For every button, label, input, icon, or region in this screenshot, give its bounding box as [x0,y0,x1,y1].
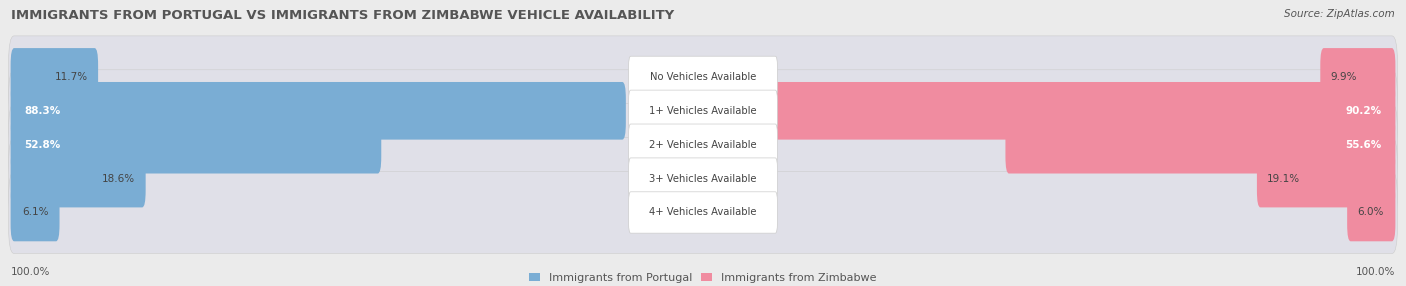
FancyBboxPatch shape [8,36,1398,118]
Text: 2+ Vehicles Available: 2+ Vehicles Available [650,140,756,150]
FancyBboxPatch shape [11,82,626,140]
Text: 100.0%: 100.0% [11,267,51,277]
FancyBboxPatch shape [628,192,778,233]
FancyBboxPatch shape [628,56,778,98]
FancyBboxPatch shape [8,172,1398,253]
Text: 100.0%: 100.0% [1355,267,1395,277]
FancyBboxPatch shape [1320,48,1395,106]
FancyBboxPatch shape [8,70,1398,152]
Text: 3+ Vehicles Available: 3+ Vehicles Available [650,174,756,184]
FancyBboxPatch shape [8,138,1398,220]
Text: 88.3%: 88.3% [24,106,60,116]
FancyBboxPatch shape [11,48,98,106]
Text: 6.0%: 6.0% [1358,207,1384,217]
FancyBboxPatch shape [11,184,59,241]
Text: 4+ Vehicles Available: 4+ Vehicles Available [650,207,756,217]
Text: No Vehicles Available: No Vehicles Available [650,72,756,82]
FancyBboxPatch shape [1347,184,1395,241]
Text: 52.8%: 52.8% [24,140,60,150]
Text: 19.1%: 19.1% [1267,174,1301,184]
FancyBboxPatch shape [768,82,1395,140]
Text: IMMIGRANTS FROM PORTUGAL VS IMMIGRANTS FROM ZIMBABWE VEHICLE AVAILABILITY: IMMIGRANTS FROM PORTUGAL VS IMMIGRANTS F… [11,9,675,21]
Text: 1+ Vehicles Available: 1+ Vehicles Available [650,106,756,116]
FancyBboxPatch shape [628,124,778,165]
FancyBboxPatch shape [8,104,1398,186]
FancyBboxPatch shape [11,116,381,174]
Legend: Immigrants from Portugal, Immigrants from Zimbabwe: Immigrants from Portugal, Immigrants fro… [524,269,882,286]
FancyBboxPatch shape [1005,116,1395,174]
Text: 18.6%: 18.6% [103,174,135,184]
Text: Source: ZipAtlas.com: Source: ZipAtlas.com [1284,9,1395,19]
FancyBboxPatch shape [11,150,146,207]
FancyBboxPatch shape [628,90,778,132]
Text: 90.2%: 90.2% [1346,106,1382,116]
Text: 9.9%: 9.9% [1330,72,1357,82]
Text: 11.7%: 11.7% [55,72,87,82]
FancyBboxPatch shape [628,158,778,199]
Text: 55.6%: 55.6% [1346,140,1382,150]
Text: 6.1%: 6.1% [22,207,49,217]
FancyBboxPatch shape [1257,150,1395,207]
